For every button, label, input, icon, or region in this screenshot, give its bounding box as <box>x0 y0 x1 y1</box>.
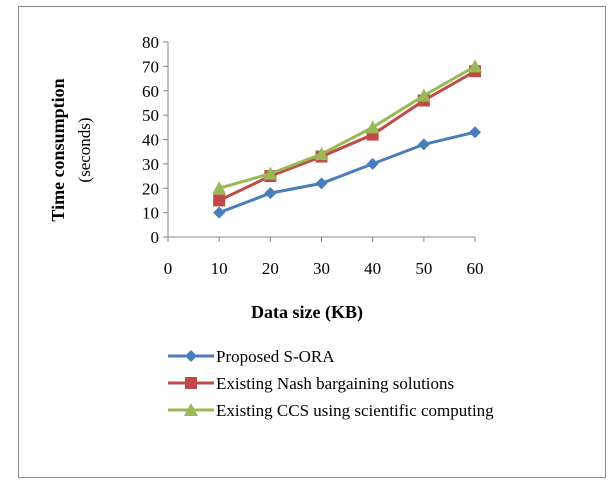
y-axis-title: Time consumption <box>48 78 68 221</box>
series-line <box>218 65 476 190</box>
y-tick-label: 60 <box>142 82 159 101</box>
data-point <box>314 147 329 161</box>
x-tick-label: 20 <box>262 259 279 278</box>
x-tick-label: 0 <box>164 259 173 278</box>
y-tick-label: 0 <box>151 228 160 247</box>
y-axis-subtitle: (seconds) <box>75 117 94 182</box>
data-point <box>212 181 227 195</box>
legend-item: Existing CCS using scientific computing <box>168 401 494 420</box>
y-tick-label: 40 <box>142 131 159 150</box>
y-tick-label: 30 <box>142 155 159 174</box>
legend-marker <box>185 350 197 362</box>
y-ticks: 0 10 20 30 40 50 60 70 80 <box>142 33 168 247</box>
y-tick-label: 80 <box>142 33 159 52</box>
data-point <box>416 88 431 102</box>
series-3 <box>212 59 482 195</box>
x-tick-label: 10 <box>211 259 228 278</box>
data-point <box>365 120 380 134</box>
x-ticks: 0 10 20 30 40 50 60 <box>164 237 484 278</box>
data-point <box>417 138 430 151</box>
y-tick-label: 20 <box>142 179 159 198</box>
data-point <box>264 187 277 200</box>
legend-label: Proposed S-ORA <box>216 347 335 366</box>
x-tick-label: 50 <box>415 259 432 278</box>
data-point <box>315 177 328 190</box>
data-point <box>468 59 482 73</box>
data-point <box>213 206 226 219</box>
data-point <box>366 157 379 170</box>
legend-label: Existing Nash bargaining solutions <box>216 374 454 393</box>
series-line <box>218 69 476 202</box>
legend-label: Existing CCS using scientific computing <box>216 401 494 420</box>
legend-marker <box>185 377 197 389</box>
y-tick-label: 70 <box>142 57 159 76</box>
y-tick-label: 50 <box>142 106 159 125</box>
series-group <box>212 59 482 219</box>
x-tick-label: 40 <box>364 259 381 278</box>
data-point <box>263 166 278 180</box>
series-line <box>218 130 476 215</box>
legend-item: Existing Nash bargaining solutions <box>168 374 454 393</box>
x-tick-label: 30 <box>313 259 330 278</box>
axes <box>167 42 475 238</box>
legend-item: Proposed S-ORA <box>168 347 335 366</box>
x-tick-label: 60 <box>467 259 484 278</box>
series-1 <box>213 126 481 219</box>
data-point <box>213 194 226 207</box>
x-axis-title: Data size (KB) <box>251 302 363 323</box>
chart-frame <box>18 6 606 478</box>
legend-marker <box>184 403 198 416</box>
legend: Proposed S-ORA Existing Nash bargaining s… <box>168 347 494 420</box>
data-point <box>469 126 481 139</box>
y-tick-label: 10 <box>142 204 159 223</box>
